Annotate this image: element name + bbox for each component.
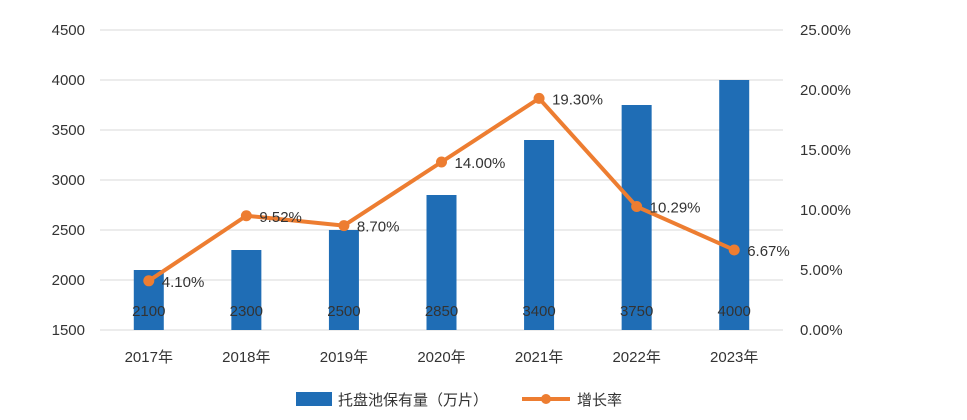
line-marker xyxy=(338,220,350,232)
bar xyxy=(426,195,457,330)
legend-label-bar: 托盘池保有量（万片） xyxy=(338,391,488,409)
line-value-label: 14.00% xyxy=(455,155,506,172)
x-tick-label: 2021年 xyxy=(515,349,563,366)
bar-value-label: 3400 xyxy=(522,303,555,320)
line-data-labels: 4.10% 9.52% 8.70% 14.00% 19.30% 10.29% 6.67% xyxy=(162,91,790,290)
line-marker xyxy=(631,201,643,213)
left-tick-label: 3500 xyxy=(52,122,85,139)
line-marker xyxy=(143,275,155,287)
bar-value-label: 3750 xyxy=(620,303,653,320)
left-tick-label: 2500 xyxy=(52,222,85,239)
x-tick-label: 2022年 xyxy=(612,349,660,366)
bar-value-label: 2850 xyxy=(425,303,458,320)
bar-value-label: 4000 xyxy=(718,303,751,320)
bar-series xyxy=(133,80,750,330)
line-value-label: 19.30% xyxy=(552,91,603,108)
left-tick-label: 2000 xyxy=(52,272,85,289)
left-tick-label: 3000 xyxy=(52,172,85,189)
x-tick-label: 2017年 xyxy=(125,349,173,366)
legend: 托盘池保有量（万片） 增长率 xyxy=(296,391,622,409)
left-tick-label: 4500 xyxy=(52,22,85,39)
x-axis-ticks: 2017年 2018年 2019年 2020年 2021年 2022年 2023年 xyxy=(125,349,759,366)
bar-data-labels: 2100 2300 2500 2850 3400 3750 4000 xyxy=(132,303,751,320)
left-axis-ticks: 1500 2000 2500 3000 3500 4000 4500 xyxy=(52,22,85,339)
bar xyxy=(719,80,750,330)
x-tick-label: 2018年 xyxy=(222,349,270,366)
right-axis-ticks: 0.00% 5.00% 10.00% 15.00% 20.00% 25.00% xyxy=(800,22,851,339)
bar-value-label: 2500 xyxy=(327,303,360,320)
line-marker xyxy=(240,210,252,222)
left-tick-label: 1500 xyxy=(52,322,85,339)
line-value-label: 10.29% xyxy=(650,200,701,217)
right-tick-label: 5.00% xyxy=(800,262,843,279)
line-marker xyxy=(533,92,545,104)
bar xyxy=(328,230,359,330)
line-value-label: 6.67% xyxy=(747,243,790,260)
bar xyxy=(524,140,555,330)
bar-value-label: 2300 xyxy=(230,303,263,320)
line-marker xyxy=(436,156,447,168)
line-marker xyxy=(728,244,740,256)
right-tick-label: 10.00% xyxy=(800,202,851,219)
left-tick-label: 4000 xyxy=(52,72,85,89)
right-tick-label: 15.00% xyxy=(800,142,851,159)
bar-value-label: 2100 xyxy=(132,303,165,320)
right-tick-label: 25.00% xyxy=(800,22,851,39)
x-tick-label: 2019年 xyxy=(320,349,368,366)
bar xyxy=(621,105,652,330)
x-tick-label: 2020年 xyxy=(417,349,465,366)
x-tick-label: 2023年 xyxy=(710,349,758,366)
right-tick-label: 0.00% xyxy=(800,322,843,339)
line-value-label: 8.70% xyxy=(357,219,400,236)
line-series xyxy=(143,92,740,287)
legend-swatch-marker xyxy=(541,394,551,404)
bar xyxy=(231,250,262,330)
right-tick-label: 20.00% xyxy=(800,82,851,99)
line-value-label: 4.10% xyxy=(162,274,205,291)
legend-label-line: 增长率 xyxy=(577,392,622,409)
line-value-label: 9.52% xyxy=(259,209,302,226)
legend-swatch-bar xyxy=(296,392,332,406)
